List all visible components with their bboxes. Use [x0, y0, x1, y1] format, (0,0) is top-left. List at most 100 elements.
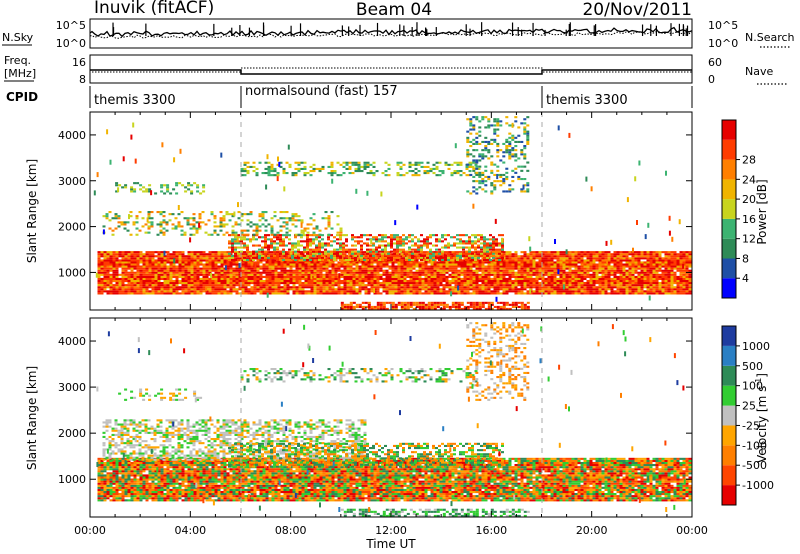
heatmap-cell [175, 267, 179, 270]
heatmap-cell [277, 290, 281, 293]
heatmap-cell [388, 271, 392, 274]
heatmap-cell [499, 267, 503, 270]
heatmap-cell [505, 259, 509, 262]
heatmap-cell [433, 280, 437, 283]
heatmap-cell [202, 284, 206, 287]
heatmap-cell [577, 251, 581, 254]
heatmap-cell [391, 265, 395, 268]
heatmap-cell [252, 244, 255, 247]
heatmap-cell [433, 282, 437, 285]
heatmap-cell [376, 288, 380, 291]
heatmap-cell [523, 275, 527, 278]
heatmap-cell [556, 290, 560, 293]
heatmap-cell [466, 273, 470, 276]
heatmap-cell [267, 238, 270, 241]
heatmap-cell [322, 267, 326, 270]
heatmap-cell [313, 265, 317, 268]
heatmap-cell [535, 257, 539, 260]
heatmap-cell [106, 275, 110, 278]
heatmap-cell [202, 253, 206, 256]
heatmap-cell [487, 305, 491, 308]
heatmap-cell [265, 267, 269, 270]
heatmap-cell [574, 255, 578, 258]
heatmap-cell [211, 259, 215, 262]
heatmap-cell [262, 280, 266, 283]
heatmap-cell [196, 263, 200, 266]
heatmap-cell [412, 273, 416, 276]
heatmap-cell [393, 234, 396, 237]
heatmap-cell [373, 269, 377, 272]
heatmap-cell [616, 290, 620, 293]
heatmap-cell [441, 250, 444, 253]
heatmap-cell [100, 282, 104, 285]
heatmap-cell [382, 307, 386, 310]
heatmap-cell [496, 282, 500, 285]
heatmap-cell [454, 292, 458, 295]
heatmap-cell [403, 261, 407, 264]
heatmap-cell [652, 271, 656, 274]
heatmap-cell [448, 282, 452, 285]
heatmap-cell [553, 273, 557, 276]
heatmap-cell [637, 290, 641, 293]
heatmap-cell [318, 254, 321, 257]
heatmap-cell [613, 261, 617, 264]
heatmap-cell [184, 269, 188, 272]
heatmap-cell [577, 292, 581, 295]
heatmap-cell [330, 244, 333, 247]
heatmap-cell [282, 250, 285, 253]
heatmap-cell [415, 253, 419, 256]
heatmap-cell [610, 253, 614, 256]
heatmap-cell [253, 277, 257, 280]
heatmap-cell [547, 282, 551, 285]
heatmap-cell [483, 256, 486, 259]
heatmap-cell [223, 282, 227, 285]
heatmap-cell [514, 255, 518, 258]
heatmap-cell [157, 263, 161, 266]
heatmap-cell [255, 244, 258, 247]
heatmap-cell [562, 280, 566, 283]
heatmap-cell [454, 282, 458, 285]
heatmap-cell [586, 284, 590, 287]
heatmap-cell [486, 242, 489, 245]
heatmap-cell [169, 284, 173, 287]
heatmap-cell [376, 284, 380, 287]
heatmap-cell [607, 259, 611, 262]
heatmap-cell [202, 277, 206, 280]
heatmap-cell [283, 284, 287, 287]
heatmap-cell [478, 259, 482, 262]
heatmap-cell [637, 280, 641, 283]
heatmap-cell [265, 261, 269, 264]
heatmap-cell [553, 251, 557, 254]
heatmap-cell [247, 273, 251, 276]
heatmap-cell [205, 275, 209, 278]
heatmap-cell [211, 284, 215, 287]
heatmap-cell [472, 292, 476, 295]
heatmap-cell [685, 259, 689, 262]
heatmap-cell [406, 301, 410, 304]
heatmap-cell [289, 251, 293, 254]
heatmap-cell [292, 261, 296, 264]
heatmap-cell [277, 288, 281, 291]
heatmap-cell [237, 234, 240, 237]
heatmap-cell [220, 286, 224, 289]
heatmap-cell [526, 284, 530, 287]
heatmap-cell [268, 263, 272, 266]
heatmap-cell [244, 273, 248, 276]
heatmap-cell [568, 277, 572, 280]
heatmap-cell [276, 236, 279, 239]
heatmap-cell [289, 282, 293, 285]
heatmap-cell [610, 267, 614, 270]
heatmap-cell [106, 286, 110, 289]
heatmap-cell [139, 253, 143, 256]
heatmap-cell [486, 250, 489, 253]
heatmap-cell [139, 280, 143, 283]
heatmap-cell [580, 257, 584, 260]
heatmap-cell [535, 267, 539, 270]
heatmap-cell [342, 234, 345, 237]
heatmap-cell [553, 280, 557, 283]
heatmap-cell [382, 273, 386, 276]
heatmap-cell [190, 282, 194, 285]
heatmap-cell [574, 263, 578, 266]
heatmap-cell [460, 288, 464, 291]
heatmap-cell [385, 292, 389, 295]
